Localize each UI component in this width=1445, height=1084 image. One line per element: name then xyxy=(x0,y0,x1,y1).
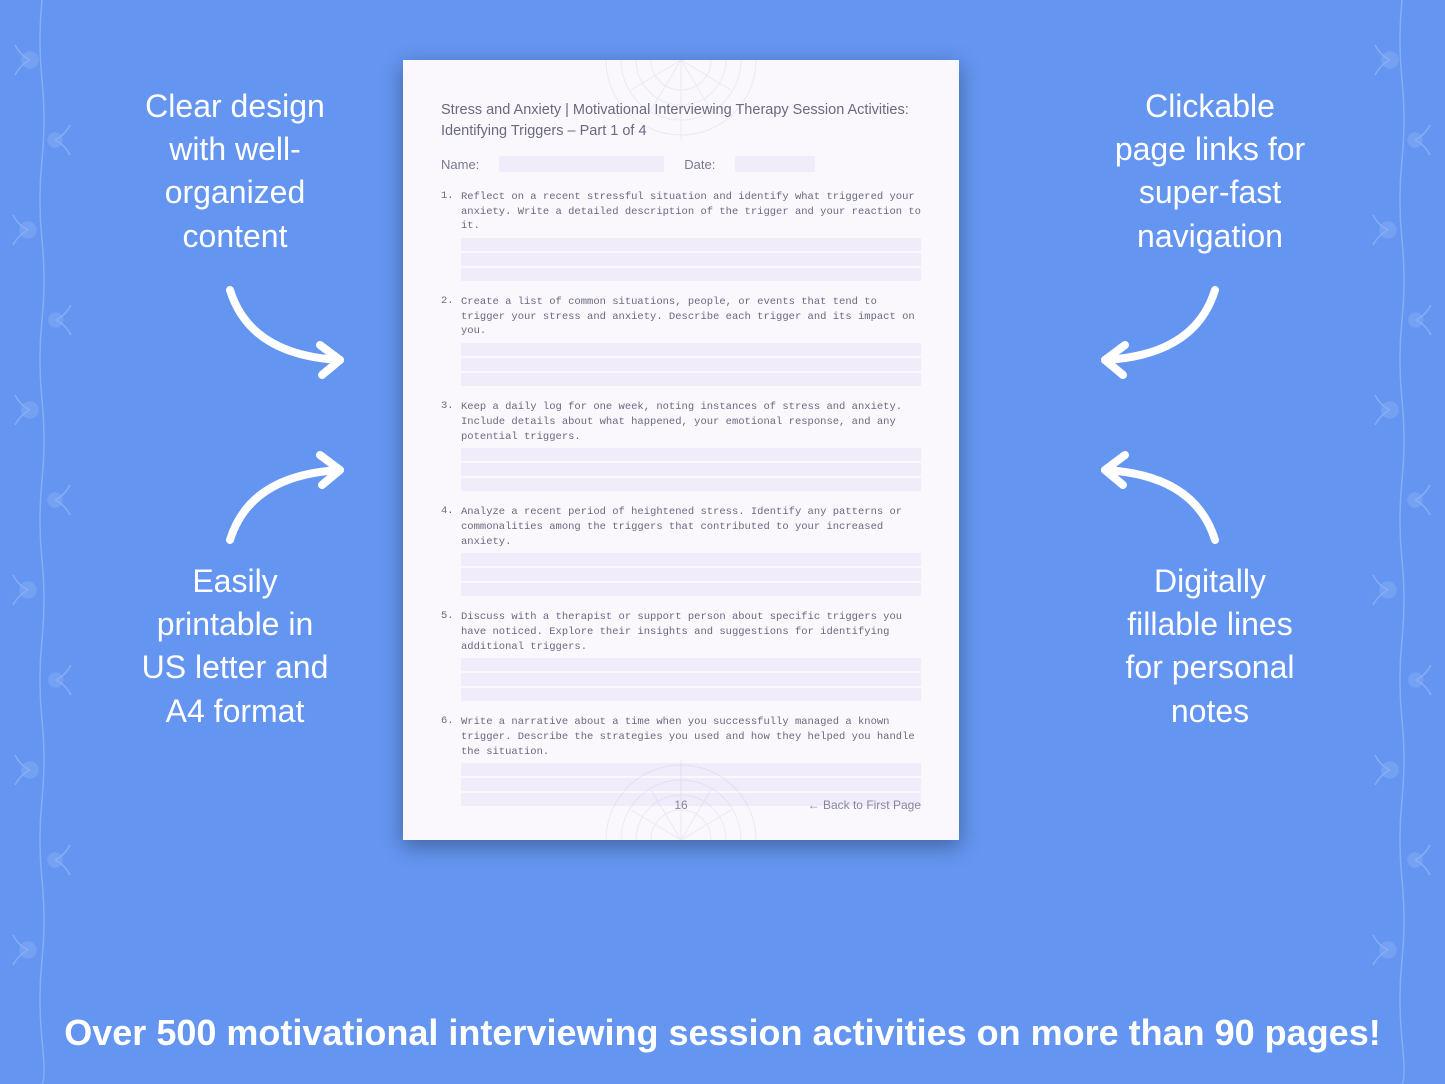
question-text: Reflect on a recent stressful situation … xyxy=(461,190,921,234)
arrow-top-right xyxy=(1075,275,1235,385)
answer-lines[interactable] xyxy=(461,448,921,491)
fillable-line[interactable] xyxy=(461,373,921,386)
fillable-line[interactable] xyxy=(461,673,921,686)
callout-bottom-right: Digitallyfillable linesfor personalnotes xyxy=(1070,560,1350,733)
callout-top-right: Clickablepage links forsuper-fastnavigat… xyxy=(1070,85,1350,258)
answer-lines[interactable] xyxy=(461,238,921,281)
fillable-line[interactable] xyxy=(461,553,921,566)
question-5: 5.Discuss with a therapist or support pe… xyxy=(441,610,921,701)
floral-border-left xyxy=(0,0,85,1084)
question-number: 6. xyxy=(441,715,455,759)
fillable-line[interactable] xyxy=(461,478,921,491)
question-text: Analyze a recent period of heightened st… xyxy=(461,505,921,549)
question-number: 5. xyxy=(441,610,455,654)
question-4: 4.Analyze a recent period of heightened … xyxy=(441,505,921,596)
floral-border-right xyxy=(1360,0,1445,1084)
question-number: 2. xyxy=(441,295,455,339)
name-label: Name: xyxy=(441,157,479,172)
fillable-line[interactable] xyxy=(461,463,921,476)
back-to-first-page-link[interactable]: ← Back to First Page xyxy=(808,798,921,812)
question-number: 3. xyxy=(441,400,455,444)
mandala-decoration-bottom xyxy=(591,750,771,840)
fillable-line[interactable] xyxy=(461,268,921,281)
fillable-line[interactable] xyxy=(461,658,921,671)
fillable-line[interactable] xyxy=(461,568,921,581)
arrow-top-left xyxy=(210,275,370,385)
fillable-line[interactable] xyxy=(461,688,921,701)
worksheet-page: Stress and Anxiety | Motivational Interv… xyxy=(403,60,959,840)
fillable-line[interactable] xyxy=(461,238,921,251)
fillable-line[interactable] xyxy=(461,448,921,461)
name-date-row: Name: Date: xyxy=(441,156,921,172)
answer-lines[interactable] xyxy=(461,658,921,701)
answer-lines[interactable] xyxy=(461,553,921,596)
arrow-bottom-left xyxy=(210,445,370,555)
question-number: 1. xyxy=(441,190,455,234)
arrow-bottom-right xyxy=(1075,445,1235,555)
page-number: 16 xyxy=(674,798,687,812)
callout-top-left: Clear designwith well-organizedcontent xyxy=(95,85,375,258)
name-field[interactable] xyxy=(499,156,664,172)
bottom-banner: Over 500 motivational interviewing sessi… xyxy=(0,1012,1445,1054)
fillable-line[interactable] xyxy=(461,343,921,356)
question-text: Discuss with a therapist or support pers… xyxy=(461,610,921,654)
fillable-line[interactable] xyxy=(461,253,921,266)
question-text: Create a list of common situations, peop… xyxy=(461,295,921,339)
question-text: Keep a daily log for one week, noting in… xyxy=(461,400,921,444)
page-footer: 16 ← Back to First Page xyxy=(441,798,921,812)
fillable-line[interactable] xyxy=(461,358,921,371)
fillable-line[interactable] xyxy=(461,583,921,596)
question-3: 3.Keep a daily log for one week, noting … xyxy=(441,400,921,491)
answer-lines[interactable] xyxy=(461,343,921,386)
date-field[interactable] xyxy=(735,156,815,172)
question-1: 1.Reflect on a recent stressful situatio… xyxy=(441,190,921,281)
question-2: 2.Create a list of common situations, pe… xyxy=(441,295,921,386)
question-number: 4. xyxy=(441,505,455,549)
callout-bottom-left: Easilyprintable inUS letter andA4 format xyxy=(95,560,375,733)
date-label: Date: xyxy=(684,157,715,172)
mandala-decoration-top xyxy=(591,60,771,150)
